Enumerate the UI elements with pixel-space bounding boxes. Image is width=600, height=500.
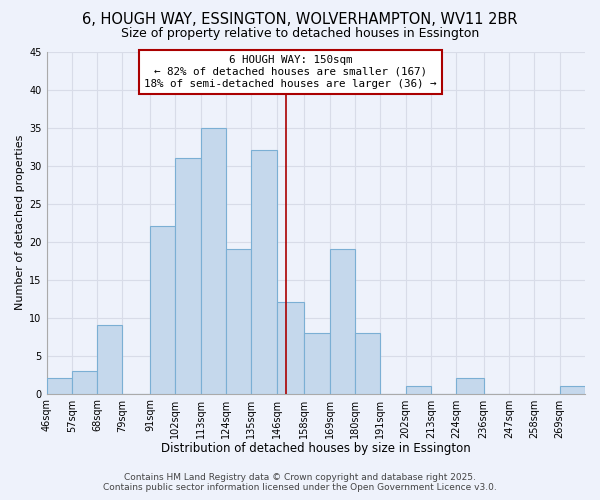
Bar	[226, 249, 251, 394]
X-axis label: Distribution of detached houses by size in Essington: Distribution of detached houses by size …	[161, 442, 470, 455]
Bar	[277, 302, 304, 394]
Bar	[72, 371, 97, 394]
Bar	[175, 158, 201, 394]
Text: Size of property relative to detached houses in Essington: Size of property relative to detached ho…	[121, 28, 479, 40]
Bar	[47, 378, 72, 394]
Text: 6 HOUGH WAY: 150sqm
← 82% of detached houses are smaller (167)
18% of semi-detac: 6 HOUGH WAY: 150sqm ← 82% of detached ho…	[144, 56, 437, 88]
Y-axis label: Number of detached properties: Number of detached properties	[15, 135, 25, 310]
Bar	[560, 386, 585, 394]
Bar	[251, 150, 277, 394]
Bar	[329, 249, 355, 394]
Text: Contains HM Land Registry data © Crown copyright and database right 2025.
Contai: Contains HM Land Registry data © Crown c…	[103, 473, 497, 492]
Bar	[150, 226, 175, 394]
Bar	[355, 333, 380, 394]
Bar	[304, 333, 329, 394]
Bar	[406, 386, 431, 394]
Bar	[201, 128, 226, 394]
Bar	[456, 378, 484, 394]
Bar	[97, 325, 122, 394]
Text: 6, HOUGH WAY, ESSINGTON, WOLVERHAMPTON, WV11 2BR: 6, HOUGH WAY, ESSINGTON, WOLVERHAMPTON, …	[82, 12, 518, 28]
